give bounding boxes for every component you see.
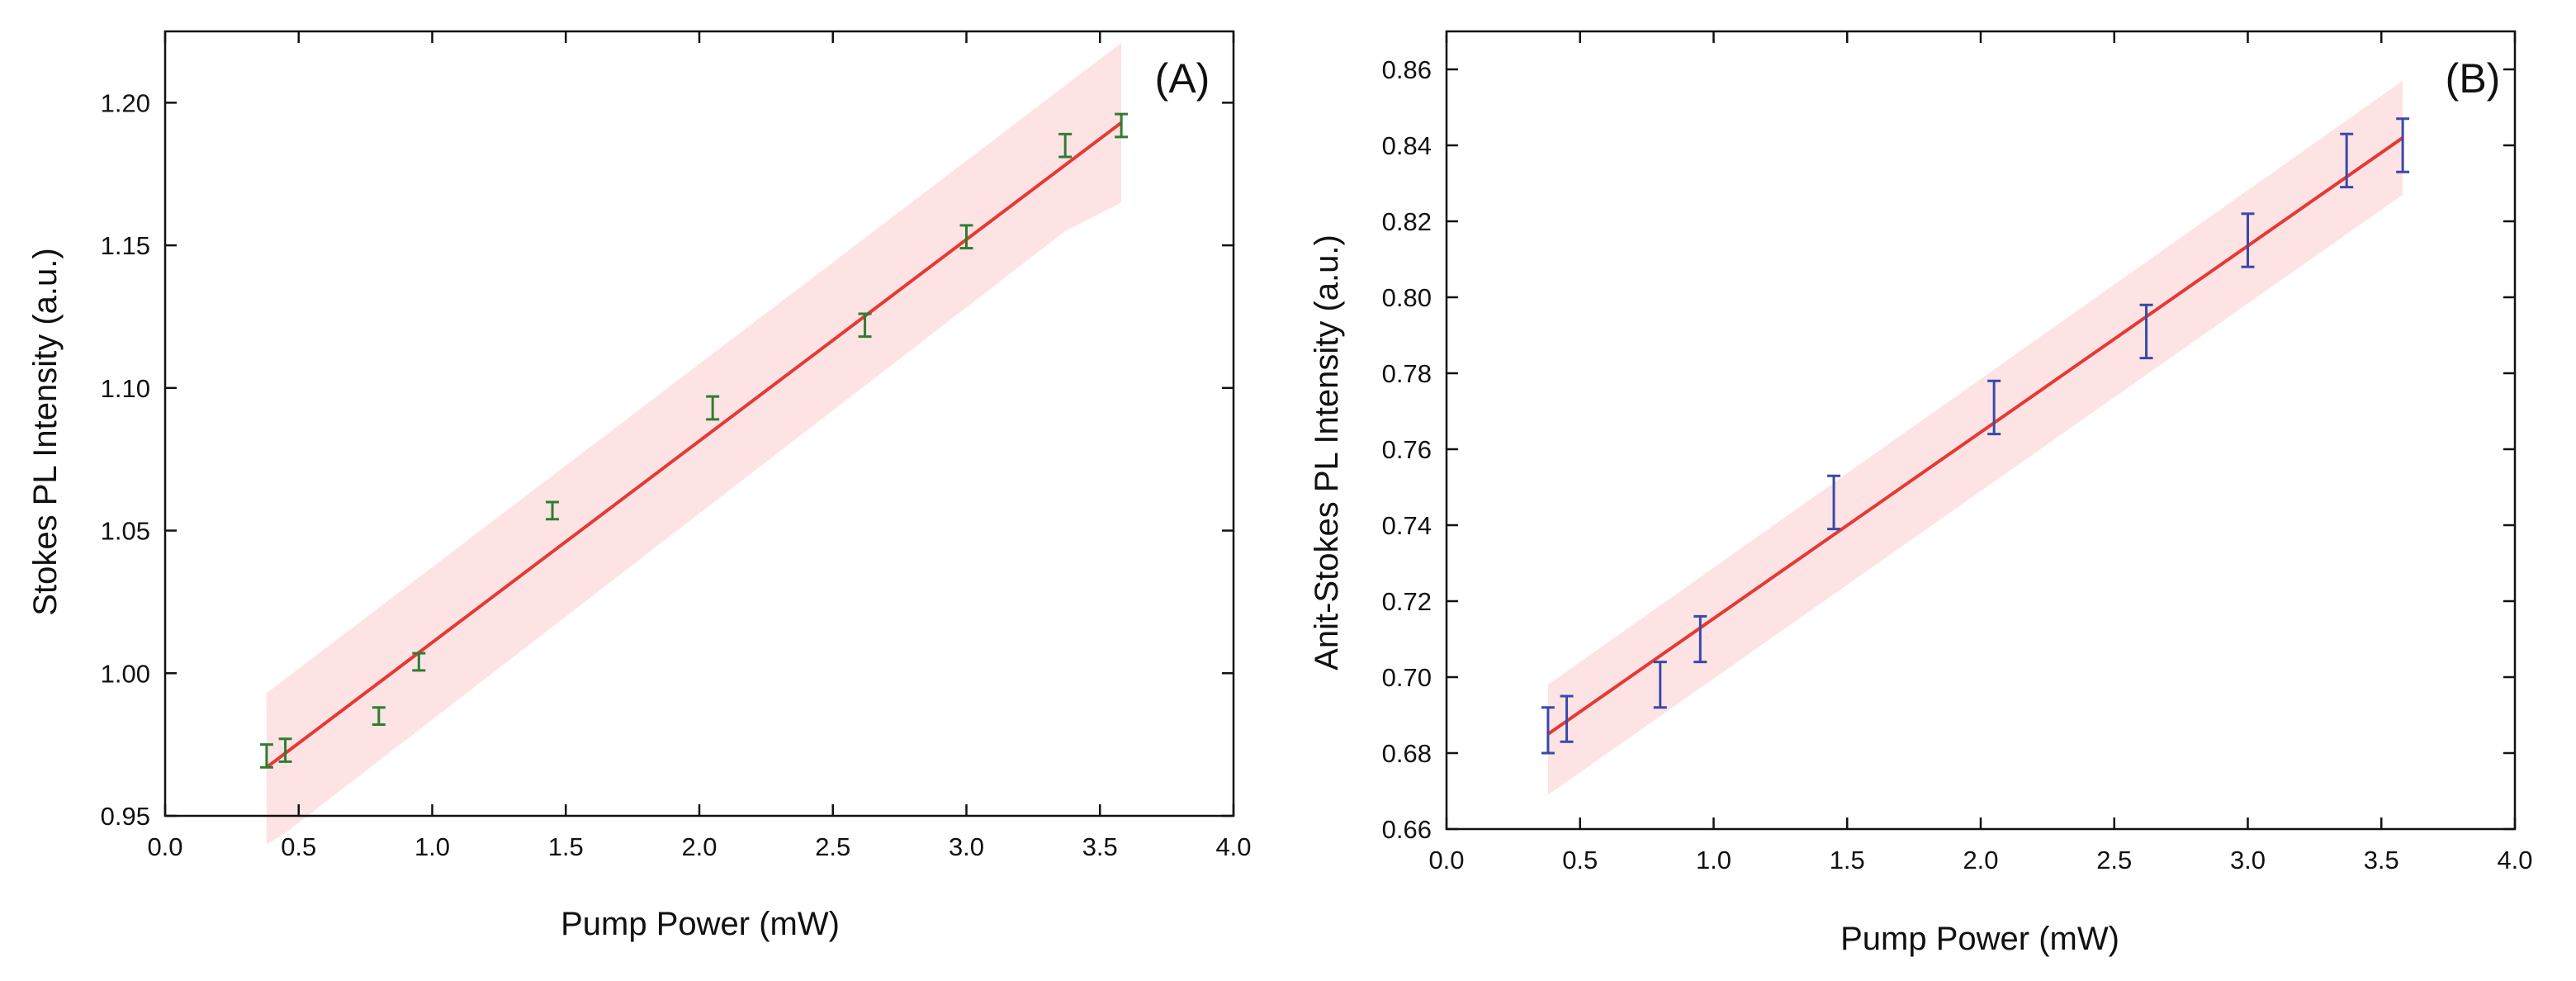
x-tick-label-b: 1.5: [1830, 846, 1865, 874]
data-point-a: [1115, 112, 1129, 139]
x-tick-label-a: 2.0: [681, 832, 717, 861]
y-tick-label-a: 1.20: [101, 88, 150, 117]
x-axis-title-b: Pump Power (mW): [1840, 921, 2119, 957]
data-point-b: [2241, 212, 2255, 268]
data-point-b: [1987, 379, 2001, 436]
x-tick-label-a: 3.0: [949, 832, 984, 861]
fit-line-a: [265, 121, 1123, 769]
data-point-b: [1541, 706, 1555, 755]
data-point-b: [1693, 614, 1707, 664]
x-tick-label-a: 2.5: [815, 832, 850, 861]
y-tick-label-b: 0.82: [1382, 207, 1432, 236]
y-tick-label-a: 1.10: [101, 374, 150, 403]
data-point-a: [546, 500, 560, 521]
x-tick-label-b: 3.0: [2230, 846, 2266, 874]
data-point-a: [278, 737, 292, 763]
x-tick-label-b: 0.0: [1428, 846, 1464, 874]
x-tick-label-b: 1.0: [1696, 846, 1731, 874]
data-point-b: [2396, 117, 2410, 173]
x-tick-label-b: 4.0: [2497, 846, 2532, 874]
x-tick-label-a: 0.5: [281, 832, 316, 861]
y-tick-label-a: 1.05: [101, 517, 150, 546]
y-tick-label-b: 0.70: [1382, 663, 1432, 692]
panel-label-b: (B): [2446, 55, 2501, 102]
data-point-a: [412, 652, 426, 672]
y-tick-label-b: 0.74: [1382, 511, 1432, 540]
data-point-b: [2139, 303, 2153, 360]
x-tick-label-a: 4.0: [1215, 832, 1251, 861]
x-axis-title-a: Pump Power (mW): [561, 906, 840, 942]
data-point-b: [1827, 474, 1841, 531]
y-tick-label-b: 0.76: [1382, 435, 1432, 464]
x-tick-label-b: 0.5: [1562, 846, 1598, 874]
y-tick-label-b: 0.86: [1382, 55, 1432, 84]
data-point-b: [1560, 694, 1574, 743]
y-tick-label-a: 1.00: [101, 659, 150, 688]
y-axis-title-a: Stokes PL Intensity (a.u.): [27, 248, 64, 615]
x-tick-label-a: 1.0: [414, 832, 450, 861]
fit-line-b: [1546, 136, 2404, 736]
x-tick-label-a: 1.5: [548, 832, 584, 861]
data-point-a: [858, 312, 872, 339]
x-tick-label-a: 0.0: [147, 832, 182, 861]
panel-label-a: (A): [1155, 55, 1210, 102]
x-tick-label-a: 3.5: [1082, 832, 1118, 861]
y-tick-label-b: 0.66: [1382, 815, 1432, 844]
x-tick-label-b: 2.0: [1963, 846, 1998, 874]
data-point-a: [1058, 132, 1073, 159]
data-point-a: [959, 224, 973, 250]
panel-a: 0.0 0.5 1.0 1.5 2.0 2.5 3.0 3.5 4.0 0.95 1.00 1.05 1…: [27, 30, 1252, 942]
y-tick-label-b: 0.78: [1382, 359, 1432, 388]
y-tick-label-b: 0.84: [1382, 131, 1432, 160]
y-tick-label-b: 0.72: [1382, 587, 1432, 616]
x-tick-label-b: 2.5: [2096, 846, 2132, 874]
data-point-b: [2340, 132, 2354, 189]
y-tick-label-b: 0.80: [1382, 283, 1432, 312]
y-tick-label-a: 1.15: [101, 231, 150, 260]
y-tick-label-a: 0.95: [101, 802, 150, 831]
data-point-b: [1653, 661, 1667, 709]
data-point-a: [706, 395, 720, 421]
data-point-a: [259, 743, 273, 769]
y-axis-title-b: Anit-Stokes PL Intensity (a.u.): [1309, 235, 1345, 671]
data-point-a: [372, 706, 386, 726]
x-tick-label-b: 3.5: [2364, 846, 2399, 874]
y-tick-label-b: 0.68: [1382, 739, 1432, 768]
panel-b: 0.0 0.5 1.0 1.5 2.0 2.5 3.0 3.5 4.0 0.66 0.68 0.70 0…: [1309, 30, 2533, 957]
